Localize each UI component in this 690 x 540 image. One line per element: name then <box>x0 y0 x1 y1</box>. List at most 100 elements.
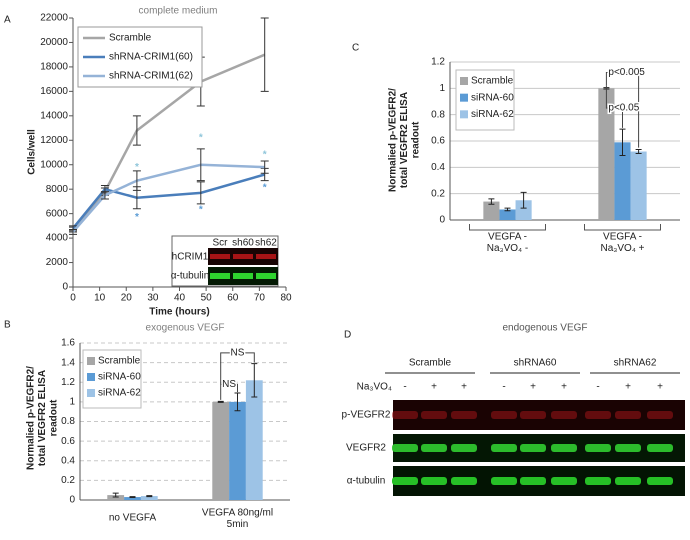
x-tick-label: 80 <box>280 293 292 304</box>
legend-label: siRNA-60 <box>98 372 141 383</box>
error-bar <box>132 170 141 191</box>
blot-band <box>520 444 546 452</box>
y-tick-label: 22000 <box>40 13 68 24</box>
y-tick-label: 1 <box>439 83 445 94</box>
blot-band <box>451 411 477 419</box>
y-tick-label: 1.2 <box>61 377 75 388</box>
band-green <box>210 273 230 279</box>
blot-band <box>451 444 477 452</box>
y-tick-label: 1 <box>69 397 75 408</box>
y-tick-label: 0.6 <box>61 436 75 447</box>
blot-band <box>421 444 447 452</box>
legend-swatch <box>87 357 95 365</box>
legend-swatch <box>87 373 95 381</box>
annotation: * <box>135 162 139 173</box>
bar <box>245 380 263 500</box>
blot-band <box>392 411 418 419</box>
y-tick-label: 0.4 <box>61 455 75 466</box>
row-label: hCRIM1 <box>172 252 209 263</box>
sign: + <box>461 382 467 393</box>
annotation: p<0.05 <box>608 103 639 114</box>
blot-band <box>491 444 517 452</box>
row-label: p-VEGFR2 <box>342 410 391 421</box>
y-tick-label: 8000 <box>46 184 69 195</box>
x-tick-label: 0 <box>70 293 76 304</box>
y-tick-label: 0.8 <box>431 109 445 120</box>
error-bar <box>488 198 495 205</box>
y-tick-label: 0.6 <box>431 136 445 147</box>
bar <box>499 209 516 220</box>
annotation: * <box>135 212 139 223</box>
sign: + <box>561 382 567 393</box>
chart-title: exogenous VEGF <box>146 323 225 334</box>
blot-band <box>615 411 641 419</box>
annotation: * <box>199 132 203 143</box>
panel-letter: A <box>4 15 11 26</box>
y-tick-label: 0.4 <box>431 162 445 173</box>
sign: - <box>403 382 406 393</box>
y-tick-label: 6000 <box>46 208 69 219</box>
bar <box>515 200 532 220</box>
legend-label: siRNA-60 <box>471 92 514 103</box>
bracket <box>605 72 640 148</box>
blot-band <box>585 477 611 485</box>
error-bar <box>504 207 511 212</box>
x-tick-label: 50 <box>201 293 213 304</box>
y-tick-label: 12000 <box>40 135 68 146</box>
blot-band <box>392 477 418 485</box>
error-bar <box>619 128 626 156</box>
y-tick-label: 0.2 <box>61 475 75 486</box>
annotation: NS <box>222 379 236 390</box>
legend-swatch <box>460 110 468 119</box>
y-tick-label: 20000 <box>40 37 68 48</box>
bracket <box>220 352 255 385</box>
band-green <box>256 273 276 279</box>
sign: - <box>502 382 505 393</box>
blot-band <box>392 444 418 452</box>
annotation: p<0.005 <box>608 67 645 78</box>
bar <box>598 88 615 220</box>
y-tick-label: 1.6 <box>61 338 75 349</box>
lane-label: sh62 <box>255 238 277 249</box>
blot-band <box>647 411 673 419</box>
y-tick-label: 2000 <box>46 257 69 268</box>
legend-label: Scramble <box>471 76 514 87</box>
band-green <box>233 273 253 279</box>
error-bar <box>234 392 241 412</box>
blot-band <box>491 477 517 485</box>
x-tick-label: 70 <box>254 293 266 304</box>
panel-letter: B <box>4 320 11 331</box>
x-axis-label: Time (hours) <box>149 307 209 318</box>
category-bracket <box>584 224 661 231</box>
blot-band <box>551 411 577 419</box>
annotation: * <box>199 205 203 216</box>
row-label: VEGFR2 <box>346 443 386 454</box>
legend-swatch <box>460 93 468 102</box>
legend-label: siRNA-62 <box>98 388 141 399</box>
row-label: α-tubulin <box>171 271 210 282</box>
legend-swatch <box>87 389 95 397</box>
legend-swatch <box>460 77 468 85</box>
error-bar <box>196 181 205 205</box>
annotation: NS <box>231 347 245 358</box>
x-tick-label: VEGFA -Na₃VO₄ + <box>600 231 644 254</box>
blot-band <box>421 477 447 485</box>
group-label: shRNA62 <box>614 358 657 369</box>
y-tick-label: 14000 <box>40 110 68 121</box>
bar <box>124 497 141 500</box>
error-bar <box>260 160 269 174</box>
y-tick-label: 1.4 <box>61 357 75 368</box>
chart-title: complete medium <box>139 6 218 17</box>
error-bar <box>520 191 527 209</box>
y-tick-label: 0.2 <box>431 188 445 199</box>
x-tick-label: 60 <box>227 293 239 304</box>
sign: - <box>596 382 599 393</box>
band-red <box>233 254 253 259</box>
blot-band <box>585 411 611 419</box>
sign: + <box>657 382 663 393</box>
blot-band <box>551 477 577 485</box>
band-red <box>256 254 276 259</box>
blot-title: endogenous VEGF <box>502 323 587 334</box>
group-label: Scramble <box>409 358 452 369</box>
x-tick-label: VEGFA 80ng/ml 5min <box>202 507 273 530</box>
